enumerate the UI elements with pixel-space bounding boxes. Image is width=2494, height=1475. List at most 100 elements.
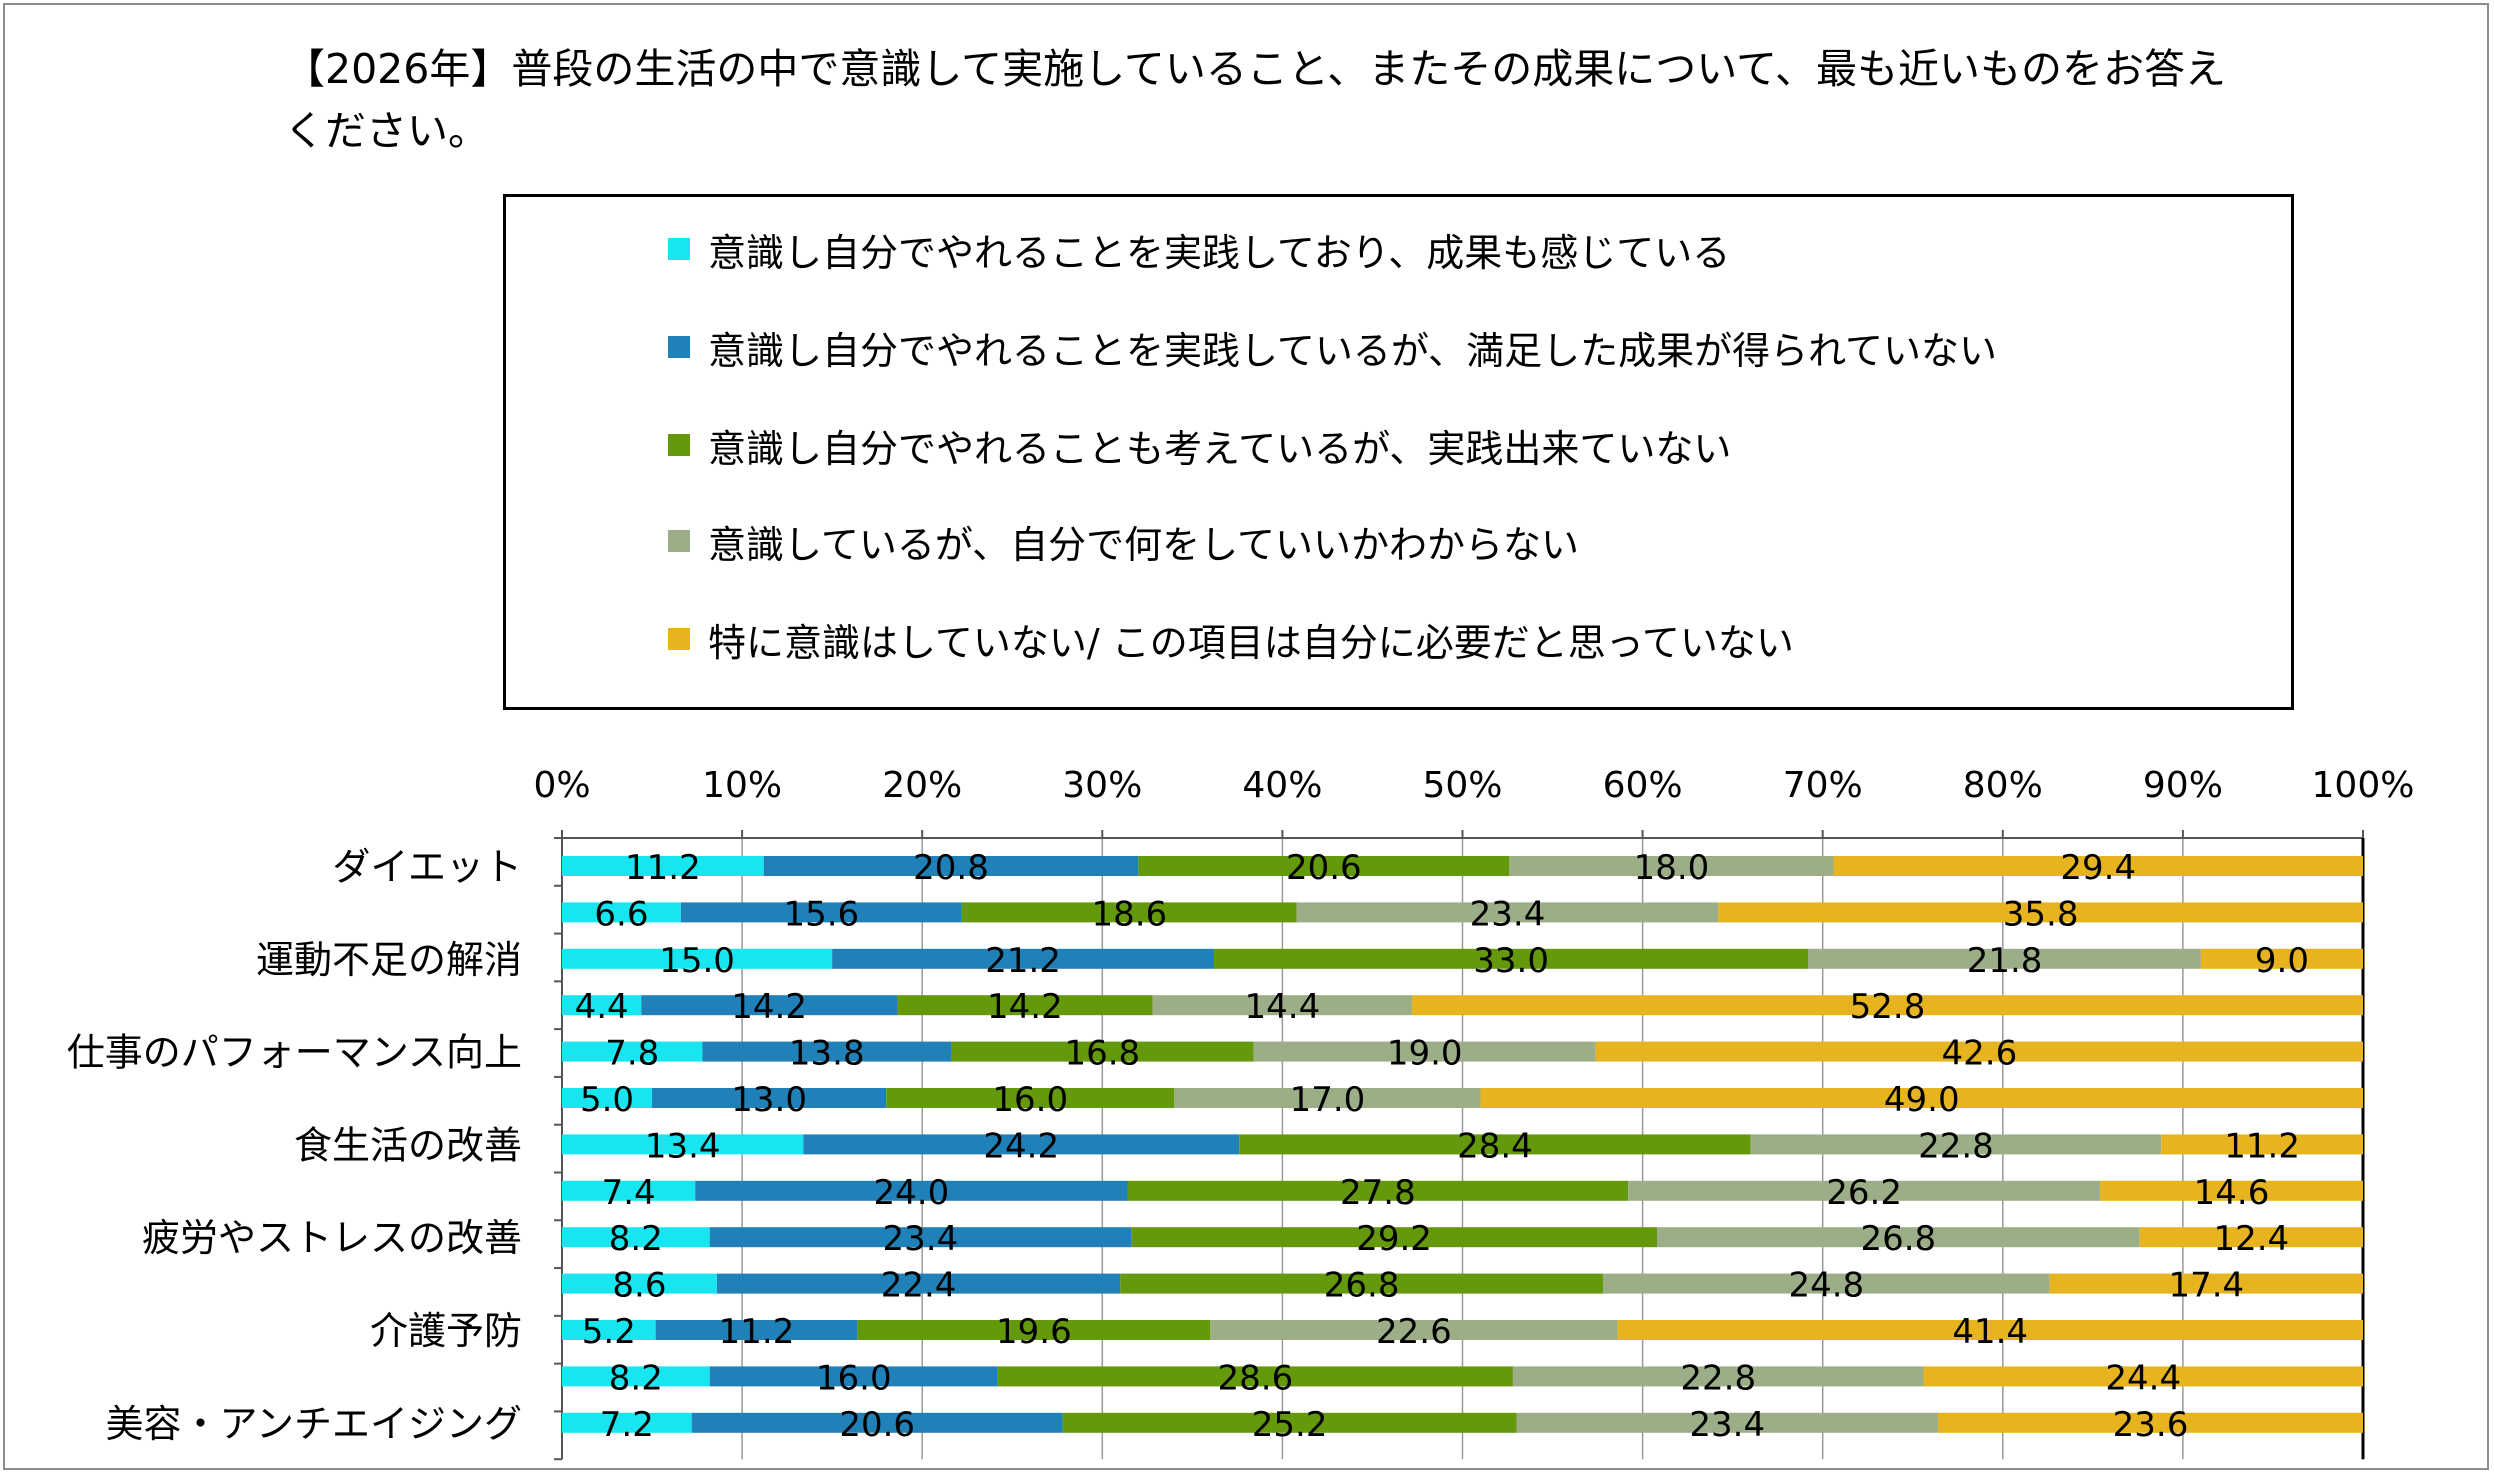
data-label: 14.4 — [1245, 987, 1321, 1027]
data-label: 20.6 — [1286, 848, 1362, 888]
bar-segment — [641, 995, 897, 1016]
bar-segment — [562, 1366, 710, 1387]
legend-swatch — [668, 336, 690, 358]
category-label: 仕事のパフォーマンス向上 — [67, 1031, 522, 1075]
data-label: 29.2 — [1356, 1219, 1432, 1259]
legend-label: 意識し自分でやれることを実践しているが、満足した成果が得られていない — [708, 328, 1997, 373]
data-label: 41.4 — [1952, 1312, 2028, 1352]
data-label: 18.6 — [1091, 894, 1167, 934]
bar-segment — [857, 1320, 1211, 1340]
bar-segment — [716, 1273, 1121, 1294]
data-label: 23.4 — [1689, 1405, 1765, 1445]
data-label: 8.2 — [609, 1358, 663, 1398]
bar-segment — [562, 1180, 696, 1201]
data-label: 11.2 — [2224, 1126, 2300, 1166]
data-label: 14.2 — [731, 987, 807, 1027]
bar-segment — [1480, 1088, 2363, 1108]
data-label: 14.2 — [987, 987, 1063, 1027]
bar-segment — [562, 948, 833, 969]
data-label: 7.4 — [602, 1173, 656, 1213]
bar-segment — [1718, 902, 2363, 923]
bar-segment — [2200, 948, 2363, 969]
category-label: 美容・アンチエイジング — [106, 1402, 522, 1446]
x-tick-label: 90% — [2143, 765, 2223, 806]
bar-segment — [691, 1412, 1063, 1433]
legend-item: 特に意識はしていない/ この項目は自分に必要だと思っていない — [668, 609, 1794, 669]
bar-segment — [1923, 1366, 2363, 1387]
data-label: 11.2 — [625, 848, 701, 888]
data-label: 23.4 — [1470, 894, 1546, 934]
data-label: 4.4 — [575, 987, 629, 1027]
data-label: 26.2 — [1826, 1173, 1902, 1213]
legend-swatch — [668, 530, 690, 552]
bar-segment — [562, 856, 764, 876]
data-label: 18.0 — [1634, 848, 1710, 888]
bar-segment — [951, 1041, 1254, 1062]
x-tick-label: 30% — [1062, 765, 1142, 806]
data-label: 11.2 — [719, 1312, 795, 1352]
bar-segment — [1595, 1041, 2363, 1062]
data-label: 26.8 — [1860, 1219, 1936, 1259]
data-label: 24.4 — [2105, 1358, 2181, 1398]
legend-label: 意識し自分でやれることも考えているが、実践出来ていない — [708, 426, 1732, 471]
bar-segment — [896, 995, 1153, 1016]
bar-segment — [1512, 1366, 1924, 1387]
category-label: 介護予防 — [370, 1309, 522, 1353]
x-tick-label: 70% — [1783, 765, 1863, 806]
data-label: 52.8 — [1850, 987, 1926, 1027]
data-label: 24.0 — [874, 1173, 950, 1213]
data-label: 22.4 — [881, 1266, 957, 1306]
data-label: 19.6 — [996, 1312, 1072, 1352]
data-label: 16.8 — [1064, 1034, 1140, 1074]
bar-segment — [652, 1088, 887, 1108]
bar-segment — [1937, 1412, 2363, 1433]
legend-label: 意識し自分でやれることを実践しており、成果も感じている — [708, 230, 1731, 275]
data-label: 26.8 — [1324, 1266, 1400, 1306]
data-label: 19.0 — [1387, 1034, 1463, 1074]
bar-segment — [680, 902, 962, 923]
data-label: 33.0 — [1473, 941, 1549, 981]
legend-swatch — [668, 628, 690, 650]
legend-item: 意識し自分でやれることを実践しているが、満足した成果が得られていない — [668, 317, 1997, 377]
bar-segment — [562, 1134, 804, 1155]
data-label: 29.4 — [2060, 848, 2136, 888]
bar-segment — [709, 1227, 1132, 1248]
x-tick-label: 40% — [1242, 765, 1322, 806]
bar-segment — [562, 1041, 703, 1062]
category-label: 運動不足の解消 — [256, 938, 522, 982]
data-label: 17.4 — [2168, 1266, 2244, 1306]
x-tick-label: 50% — [1422, 765, 1502, 806]
data-label: 20.6 — [839, 1405, 915, 1445]
data-label: 21.8 — [1967, 941, 2043, 981]
data-label: 15.0 — [659, 941, 735, 981]
data-label: 35.8 — [2003, 894, 2079, 934]
data-label: 25.2 — [1252, 1405, 1328, 1445]
category-label: 疲労やストレスの改善 — [142, 1216, 522, 1260]
x-tick-label: 80% — [1963, 765, 2043, 806]
data-label: 16.0 — [816, 1358, 892, 1398]
bar-segment — [961, 902, 1297, 923]
bar-segment — [1628, 1180, 2101, 1201]
data-label: 12.4 — [2213, 1219, 2289, 1259]
bar-segment — [1062, 1412, 1517, 1433]
data-label: 8.6 — [612, 1266, 666, 1306]
data-label: 28.4 — [1457, 1126, 1533, 1166]
bar-segment — [1174, 1088, 1481, 1108]
bar-segment — [1138, 856, 1510, 876]
bar-segment — [763, 856, 1139, 876]
category-label: 食生活の改善 — [294, 1123, 522, 1167]
legend-label: 意識しているが、自分で何をしていいかわからない — [708, 522, 1579, 567]
chart-frame — [3, 3, 2489, 1470]
data-label: 9.0 — [2255, 941, 2309, 981]
legend-label: 特に意識はしていない/ この項目は自分に必要だと思っていない — [708, 620, 1794, 665]
bar-segment — [2100, 1180, 2363, 1201]
data-label: 23.6 — [2113, 1405, 2189, 1445]
bar-segment — [562, 995, 642, 1016]
bar-segment — [562, 1320, 656, 1340]
bar-segment — [2139, 1227, 2363, 1248]
bar-segment — [886, 1088, 1175, 1108]
data-label: 13.4 — [645, 1126, 721, 1166]
chart-title: 【2026年】普段の生活の中で意識して実施していること、またその成果について、最… — [284, 45, 2226, 155]
data-label: 21.2 — [985, 941, 1061, 981]
